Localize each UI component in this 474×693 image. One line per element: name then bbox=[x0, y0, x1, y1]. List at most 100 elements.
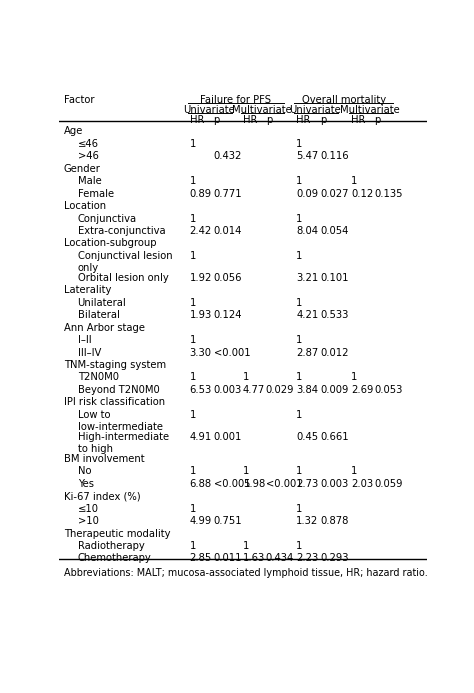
Text: 4.91: 4.91 bbox=[190, 432, 212, 442]
Text: 4.21: 4.21 bbox=[296, 310, 319, 320]
Text: 1: 1 bbox=[190, 251, 196, 261]
Text: 4.77: 4.77 bbox=[243, 385, 265, 395]
Text: 2.87: 2.87 bbox=[296, 348, 319, 358]
Text: Multivariate: Multivariate bbox=[340, 105, 400, 115]
Text: 0.89: 0.89 bbox=[190, 188, 212, 199]
Text: p: p bbox=[374, 115, 381, 125]
Text: TNM-staging system: TNM-staging system bbox=[64, 360, 166, 370]
Text: Orbital lesion only: Orbital lesion only bbox=[78, 273, 168, 283]
Text: 1: 1 bbox=[296, 504, 302, 514]
Text: 1: 1 bbox=[296, 213, 302, 224]
Text: 1: 1 bbox=[296, 372, 302, 383]
Text: 0.116: 0.116 bbox=[320, 151, 349, 161]
Text: III–IV: III–IV bbox=[78, 348, 101, 358]
Text: 1: 1 bbox=[243, 541, 249, 551]
Text: 0.009: 0.009 bbox=[320, 385, 348, 395]
Text: 1: 1 bbox=[296, 466, 302, 476]
Text: 0.12: 0.12 bbox=[351, 188, 374, 199]
Text: 5.98: 5.98 bbox=[243, 479, 265, 489]
Text: 1: 1 bbox=[190, 541, 196, 551]
Text: Bilateral: Bilateral bbox=[78, 310, 119, 320]
Text: 1.93: 1.93 bbox=[190, 310, 212, 320]
Text: 0.432: 0.432 bbox=[213, 151, 242, 161]
Text: Multivariate: Multivariate bbox=[232, 105, 292, 115]
Text: 0.771: 0.771 bbox=[213, 188, 242, 199]
Text: 0.003: 0.003 bbox=[320, 479, 348, 489]
Text: Univariate: Univariate bbox=[183, 105, 235, 115]
Text: 1: 1 bbox=[296, 541, 302, 551]
Text: ≤46: ≤46 bbox=[78, 139, 99, 149]
Text: 1: 1 bbox=[190, 213, 196, 224]
Text: Overall mortality: Overall mortality bbox=[301, 95, 386, 105]
Text: HR: HR bbox=[190, 115, 204, 125]
Text: 0.135: 0.135 bbox=[374, 188, 403, 199]
Text: Gender: Gender bbox=[64, 164, 100, 174]
Text: 0.056: 0.056 bbox=[213, 273, 242, 283]
Text: >10: >10 bbox=[78, 516, 99, 526]
Text: 1: 1 bbox=[296, 139, 302, 149]
Text: No: No bbox=[78, 466, 91, 476]
Text: 1: 1 bbox=[351, 176, 358, 186]
Text: 1: 1 bbox=[190, 176, 196, 186]
Text: 0.533: 0.533 bbox=[320, 310, 348, 320]
Text: High-intermediate
to high: High-intermediate to high bbox=[78, 432, 169, 454]
Text: 1: 1 bbox=[190, 298, 196, 308]
Text: 0.45: 0.45 bbox=[296, 432, 319, 442]
Text: 0.661: 0.661 bbox=[320, 432, 349, 442]
Text: HR: HR bbox=[243, 115, 257, 125]
Text: Ki-67 index (%): Ki-67 index (%) bbox=[64, 491, 140, 501]
Text: Low to
low-intermediate: Low to low-intermediate bbox=[78, 410, 163, 432]
Text: 1: 1 bbox=[296, 298, 302, 308]
Text: 1: 1 bbox=[243, 466, 249, 476]
Text: <0.001: <0.001 bbox=[266, 479, 302, 489]
Text: 2.73: 2.73 bbox=[296, 479, 319, 489]
Text: Yes: Yes bbox=[78, 479, 94, 489]
Text: 1: 1 bbox=[243, 372, 249, 383]
Text: Therapeutic modality: Therapeutic modality bbox=[64, 529, 170, 538]
Text: Beyond T2N0M0: Beyond T2N0M0 bbox=[78, 385, 159, 395]
Text: Location: Location bbox=[64, 201, 106, 211]
Text: Unilateral: Unilateral bbox=[78, 298, 127, 308]
Text: 0.751: 0.751 bbox=[213, 516, 242, 526]
Text: 1: 1 bbox=[296, 251, 302, 261]
Text: Conjunctival lesion
only: Conjunctival lesion only bbox=[78, 251, 172, 273]
Text: 0.014: 0.014 bbox=[213, 226, 242, 236]
Text: I–II: I–II bbox=[78, 335, 91, 345]
Text: 3.30: 3.30 bbox=[190, 348, 212, 358]
Text: 1.32: 1.32 bbox=[296, 516, 319, 526]
Text: 6.53: 6.53 bbox=[190, 385, 212, 395]
Text: 2.23: 2.23 bbox=[296, 554, 319, 563]
Text: T2N0M0: T2N0M0 bbox=[78, 372, 118, 383]
Text: <0.001: <0.001 bbox=[213, 479, 250, 489]
Text: 1: 1 bbox=[190, 139, 196, 149]
Text: Ann Arbor stage: Ann Arbor stage bbox=[64, 323, 145, 333]
Text: Univariate: Univariate bbox=[290, 105, 341, 115]
Text: Failure for PFS: Failure for PFS bbox=[201, 95, 272, 105]
Text: Conjunctiva: Conjunctiva bbox=[78, 213, 137, 224]
Text: 4.99: 4.99 bbox=[190, 516, 212, 526]
Text: 0.029: 0.029 bbox=[266, 385, 294, 395]
Text: 0.293: 0.293 bbox=[320, 554, 348, 563]
Text: 0.09: 0.09 bbox=[296, 188, 319, 199]
Text: Female: Female bbox=[78, 188, 114, 199]
Text: BM involvement: BM involvement bbox=[64, 454, 144, 464]
Text: 0.027: 0.027 bbox=[320, 188, 348, 199]
Text: 0.012: 0.012 bbox=[320, 348, 348, 358]
Text: Location-subgroup: Location-subgroup bbox=[64, 238, 156, 248]
Text: Male: Male bbox=[78, 176, 101, 186]
Text: p: p bbox=[320, 115, 326, 125]
Text: 0.101: 0.101 bbox=[320, 273, 348, 283]
Text: 1: 1 bbox=[190, 335, 196, 345]
Text: 2.69: 2.69 bbox=[351, 385, 374, 395]
Text: 1.63: 1.63 bbox=[243, 554, 265, 563]
Text: 1: 1 bbox=[190, 466, 196, 476]
Text: Laterality: Laterality bbox=[64, 286, 111, 295]
Text: 1: 1 bbox=[296, 335, 302, 345]
Text: 1: 1 bbox=[190, 504, 196, 514]
Text: 8.04: 8.04 bbox=[296, 226, 318, 236]
Text: 0.053: 0.053 bbox=[374, 385, 403, 395]
Text: 1: 1 bbox=[351, 466, 358, 476]
Text: 1: 1 bbox=[190, 372, 196, 383]
Text: 1: 1 bbox=[190, 410, 196, 420]
Text: 0.124: 0.124 bbox=[213, 310, 242, 320]
